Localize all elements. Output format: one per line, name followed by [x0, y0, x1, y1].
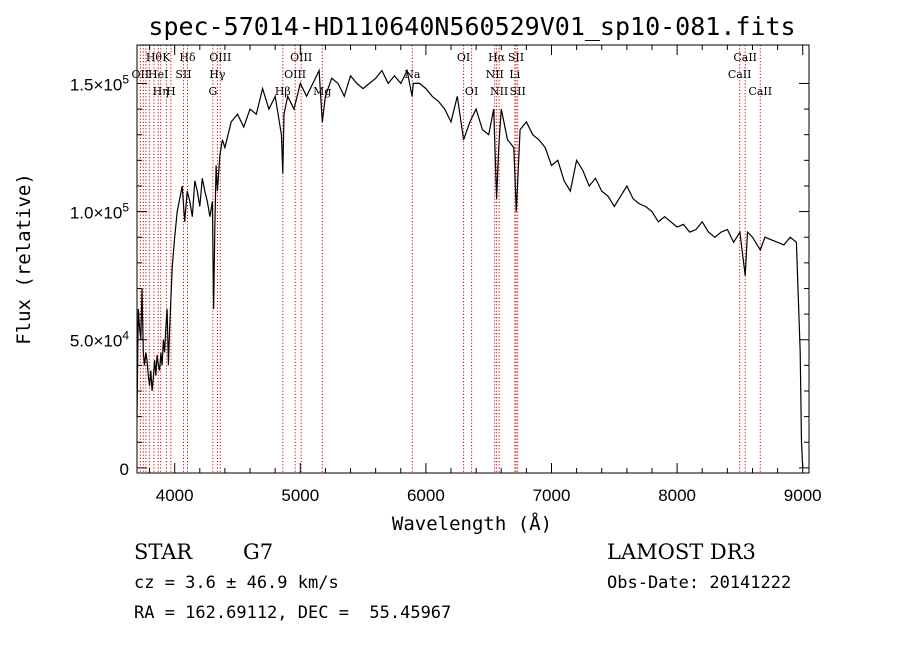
spectral-line-label: OIII [209, 51, 231, 64]
x-tick-label: 6000 [407, 486, 445, 505]
spectral-line-label: Mg [313, 85, 331, 98]
y-tick-label: 1.5×105 [70, 72, 129, 94]
spectral-line-labels: OII Hθ HeI Hη K H SII Hδ G Hγ OIII Hβ OIII OIII Mg Na OI… [132, 51, 773, 98]
x-axis-label: Wavelength (Å) [392, 512, 552, 535]
axis-ticks: 4000 5000 6000 7000 8000 9000 0 5.0×104 1.0×105 1… [70, 45, 822, 505]
spectral-line-label: SII [508, 51, 524, 64]
flux-series-line [136, 68, 804, 468]
x-tick-label: 9000 [784, 486, 822, 505]
spectral-line-label: OII [132, 68, 150, 81]
x-tick-label: 5000 [281, 486, 319, 505]
spectral-line-label: NII [490, 85, 508, 98]
spectral-line-label: Hβ [275, 85, 291, 98]
x-tick-label: 7000 [533, 486, 571, 505]
y-tick-label: 5.0×104 [70, 329, 129, 351]
spectral-line-label: OI [457, 51, 470, 64]
x-tick-label: 4000 [156, 486, 194, 505]
spectral-subclass: G7 [243, 540, 274, 564]
spectral-line-label: HeI [148, 68, 168, 81]
chart-title: spec-57014-HD110640N560529V01_sp10-081.f… [148, 12, 795, 41]
spectral-line-label: Hη [153, 85, 169, 98]
plot-frame [136, 44, 810, 474]
spectral-line-label: G [208, 85, 217, 98]
spectral-line-label: CaII [733, 51, 757, 64]
object-type: STAR [134, 540, 193, 564]
redshift-velocity: cz = 3.6 ± 46.9 km/s [134, 573, 339, 593]
spectral-line-label: Na [404, 68, 421, 81]
spectral-line-label: NII [486, 68, 504, 81]
spectral-line-label: K [162, 51, 171, 64]
spectral-line-label: H [166, 85, 176, 98]
spectral-line-label: Hγ [209, 68, 226, 81]
spectral-line-label: Li [509, 68, 520, 81]
observation-date: Obs-Date: 20141222 [607, 573, 792, 593]
spectral-line-label: CaII [748, 85, 772, 98]
spectral-line-label: Hθ [146, 51, 163, 64]
spectral-line-markers [139, 45, 761, 473]
spectral-line-label: Hδ [179, 51, 196, 64]
spectral-line-label: OIII [284, 68, 306, 81]
y-tick-label: 1.0×105 [70, 201, 129, 223]
y-axis-label: Flux (relative) [13, 173, 35, 345]
y-tick-label: 0 [120, 460, 129, 479]
coordinates: RA = 162.69112, DEC = 55.45967 [134, 603, 452, 623]
spectral-line-label: OIII [290, 51, 312, 64]
survey-name: LAMOST DR3 [607, 540, 756, 564]
spectral-line-label: SII [510, 85, 526, 98]
spectral-line-label: CaII [728, 68, 752, 81]
spectral-line-label: Hα [488, 51, 506, 64]
spectral-line-label: OI [465, 85, 478, 98]
x-tick-label: 8000 [658, 486, 696, 505]
spectral-line-label: SII [175, 68, 191, 81]
